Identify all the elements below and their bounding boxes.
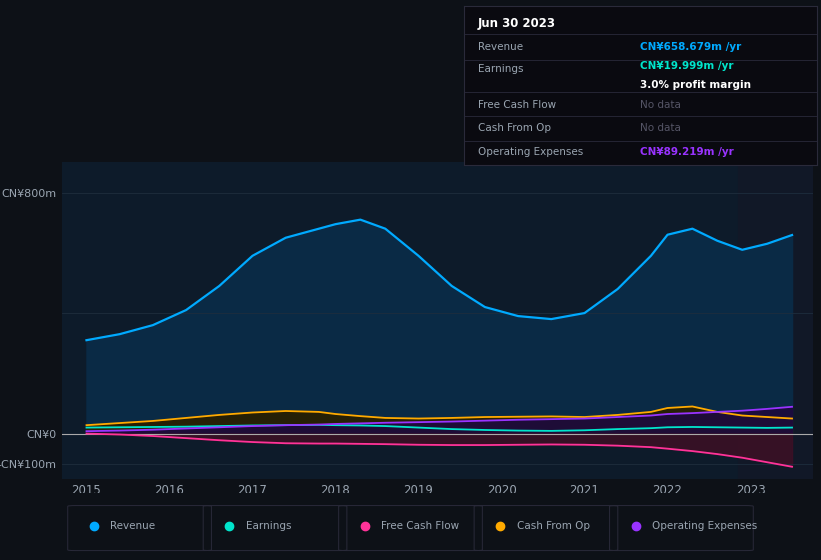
Text: Cash From Op: Cash From Op [517, 521, 589, 531]
Text: Operating Expenses: Operating Expenses [478, 147, 583, 157]
Text: Cash From Op: Cash From Op [478, 124, 551, 133]
Text: Jun 30 2023: Jun 30 2023 [478, 17, 556, 30]
Text: Free Cash Flow: Free Cash Flow [478, 100, 556, 110]
Text: Earnings: Earnings [245, 521, 291, 531]
Bar [738, 162, 813, 479]
Text: CN¥19.999m /yr: CN¥19.999m /yr [640, 61, 734, 71]
Text: No data: No data [640, 100, 681, 110]
Text: No data: No data [640, 124, 681, 133]
Text: Free Cash Flow: Free Cash Flow [381, 521, 460, 531]
Text: Revenue: Revenue [478, 42, 523, 52]
Text: Operating Expenses: Operating Expenses [653, 521, 758, 531]
Text: 3.0% profit margin: 3.0% profit margin [640, 81, 751, 90]
Text: CN¥89.219m /yr: CN¥89.219m /yr [640, 147, 734, 157]
Text: Earnings: Earnings [478, 64, 524, 74]
Text: CN¥658.679m /yr: CN¥658.679m /yr [640, 42, 741, 52]
Text: Revenue: Revenue [110, 521, 155, 531]
